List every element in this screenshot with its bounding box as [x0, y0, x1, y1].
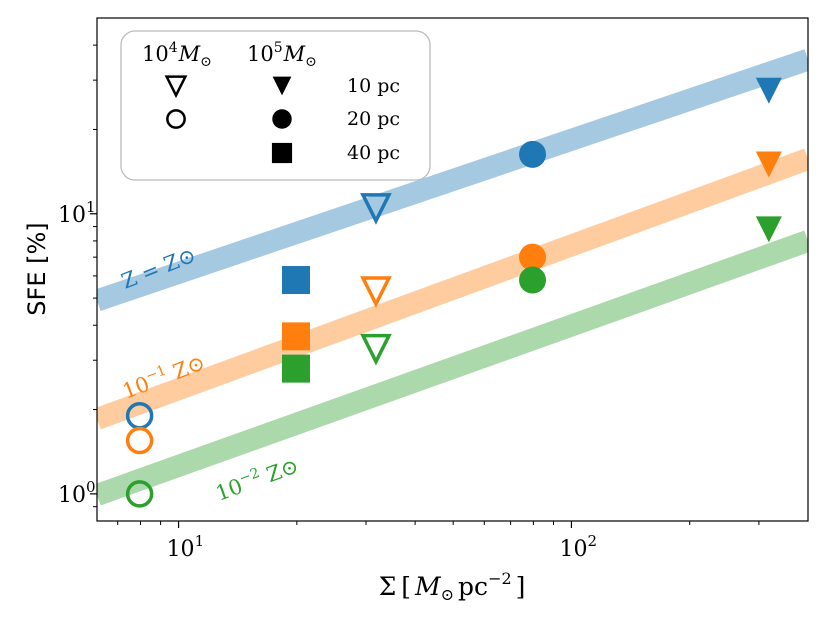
data-point-9 [519, 243, 547, 271]
legend-marker-open-2 [166, 109, 186, 129]
data-point-5 [281, 266, 310, 295]
legend-col-2-header: 105M⊙ [247, 40, 317, 70]
legend-marker-filled-2 [272, 109, 292, 129]
data-point-1 [360, 193, 392, 225]
legend-row-2-label: 20 pc [347, 108, 400, 130]
data-point-7 [125, 426, 154, 455]
legend-marker-filled-3 [271, 142, 293, 164]
data-point-14 [519, 266, 547, 294]
data-point-15 [281, 354, 310, 383]
plot-frame [96, 17, 809, 522]
legend-row-1-label: 10 pc [347, 75, 400, 97]
band-3 [97, 230, 808, 506]
bands-layer [97, 49, 808, 506]
x-axis-label: Σ[M⊙ pc−2] [379, 569, 526, 604]
data-point-4 [519, 140, 547, 168]
y-tick-label-2: 101 [58, 198, 96, 228]
x-tick-label-1: 101 [167, 532, 205, 562]
y-tick-label-1: 100 [58, 478, 96, 508]
legend-box [120, 30, 431, 181]
y-axis-label: SFE [%] [23, 222, 51, 315]
x-tick-label-2: 102 [559, 532, 597, 562]
legend-col-1-header: 104M⊙ [142, 40, 212, 70]
legend-marker-filled-1 [272, 76, 292, 96]
data-point-8 [755, 151, 782, 178]
data-point-10 [281, 322, 310, 351]
legend: 104M⊙ 105M⊙ 10 pc 20 pc 40 pc [120, 30, 431, 181]
legend-marker-open-1 [164, 75, 188, 99]
data-point-12 [125, 480, 154, 508]
data-point-6 [360, 276, 392, 308]
markers-layer [125, 77, 782, 508]
data-point-3 [755, 77, 782, 104]
legend-row-3-label: 40 pc [347, 142, 400, 164]
band-1 [97, 49, 808, 311]
legend-markers [164, 75, 293, 164]
band-2 [97, 148, 808, 430]
data-point-11 [360, 333, 392, 366]
ticks-layer: 101 102 100 101 [58, 44, 760, 562]
data-point-13 [755, 216, 782, 243]
